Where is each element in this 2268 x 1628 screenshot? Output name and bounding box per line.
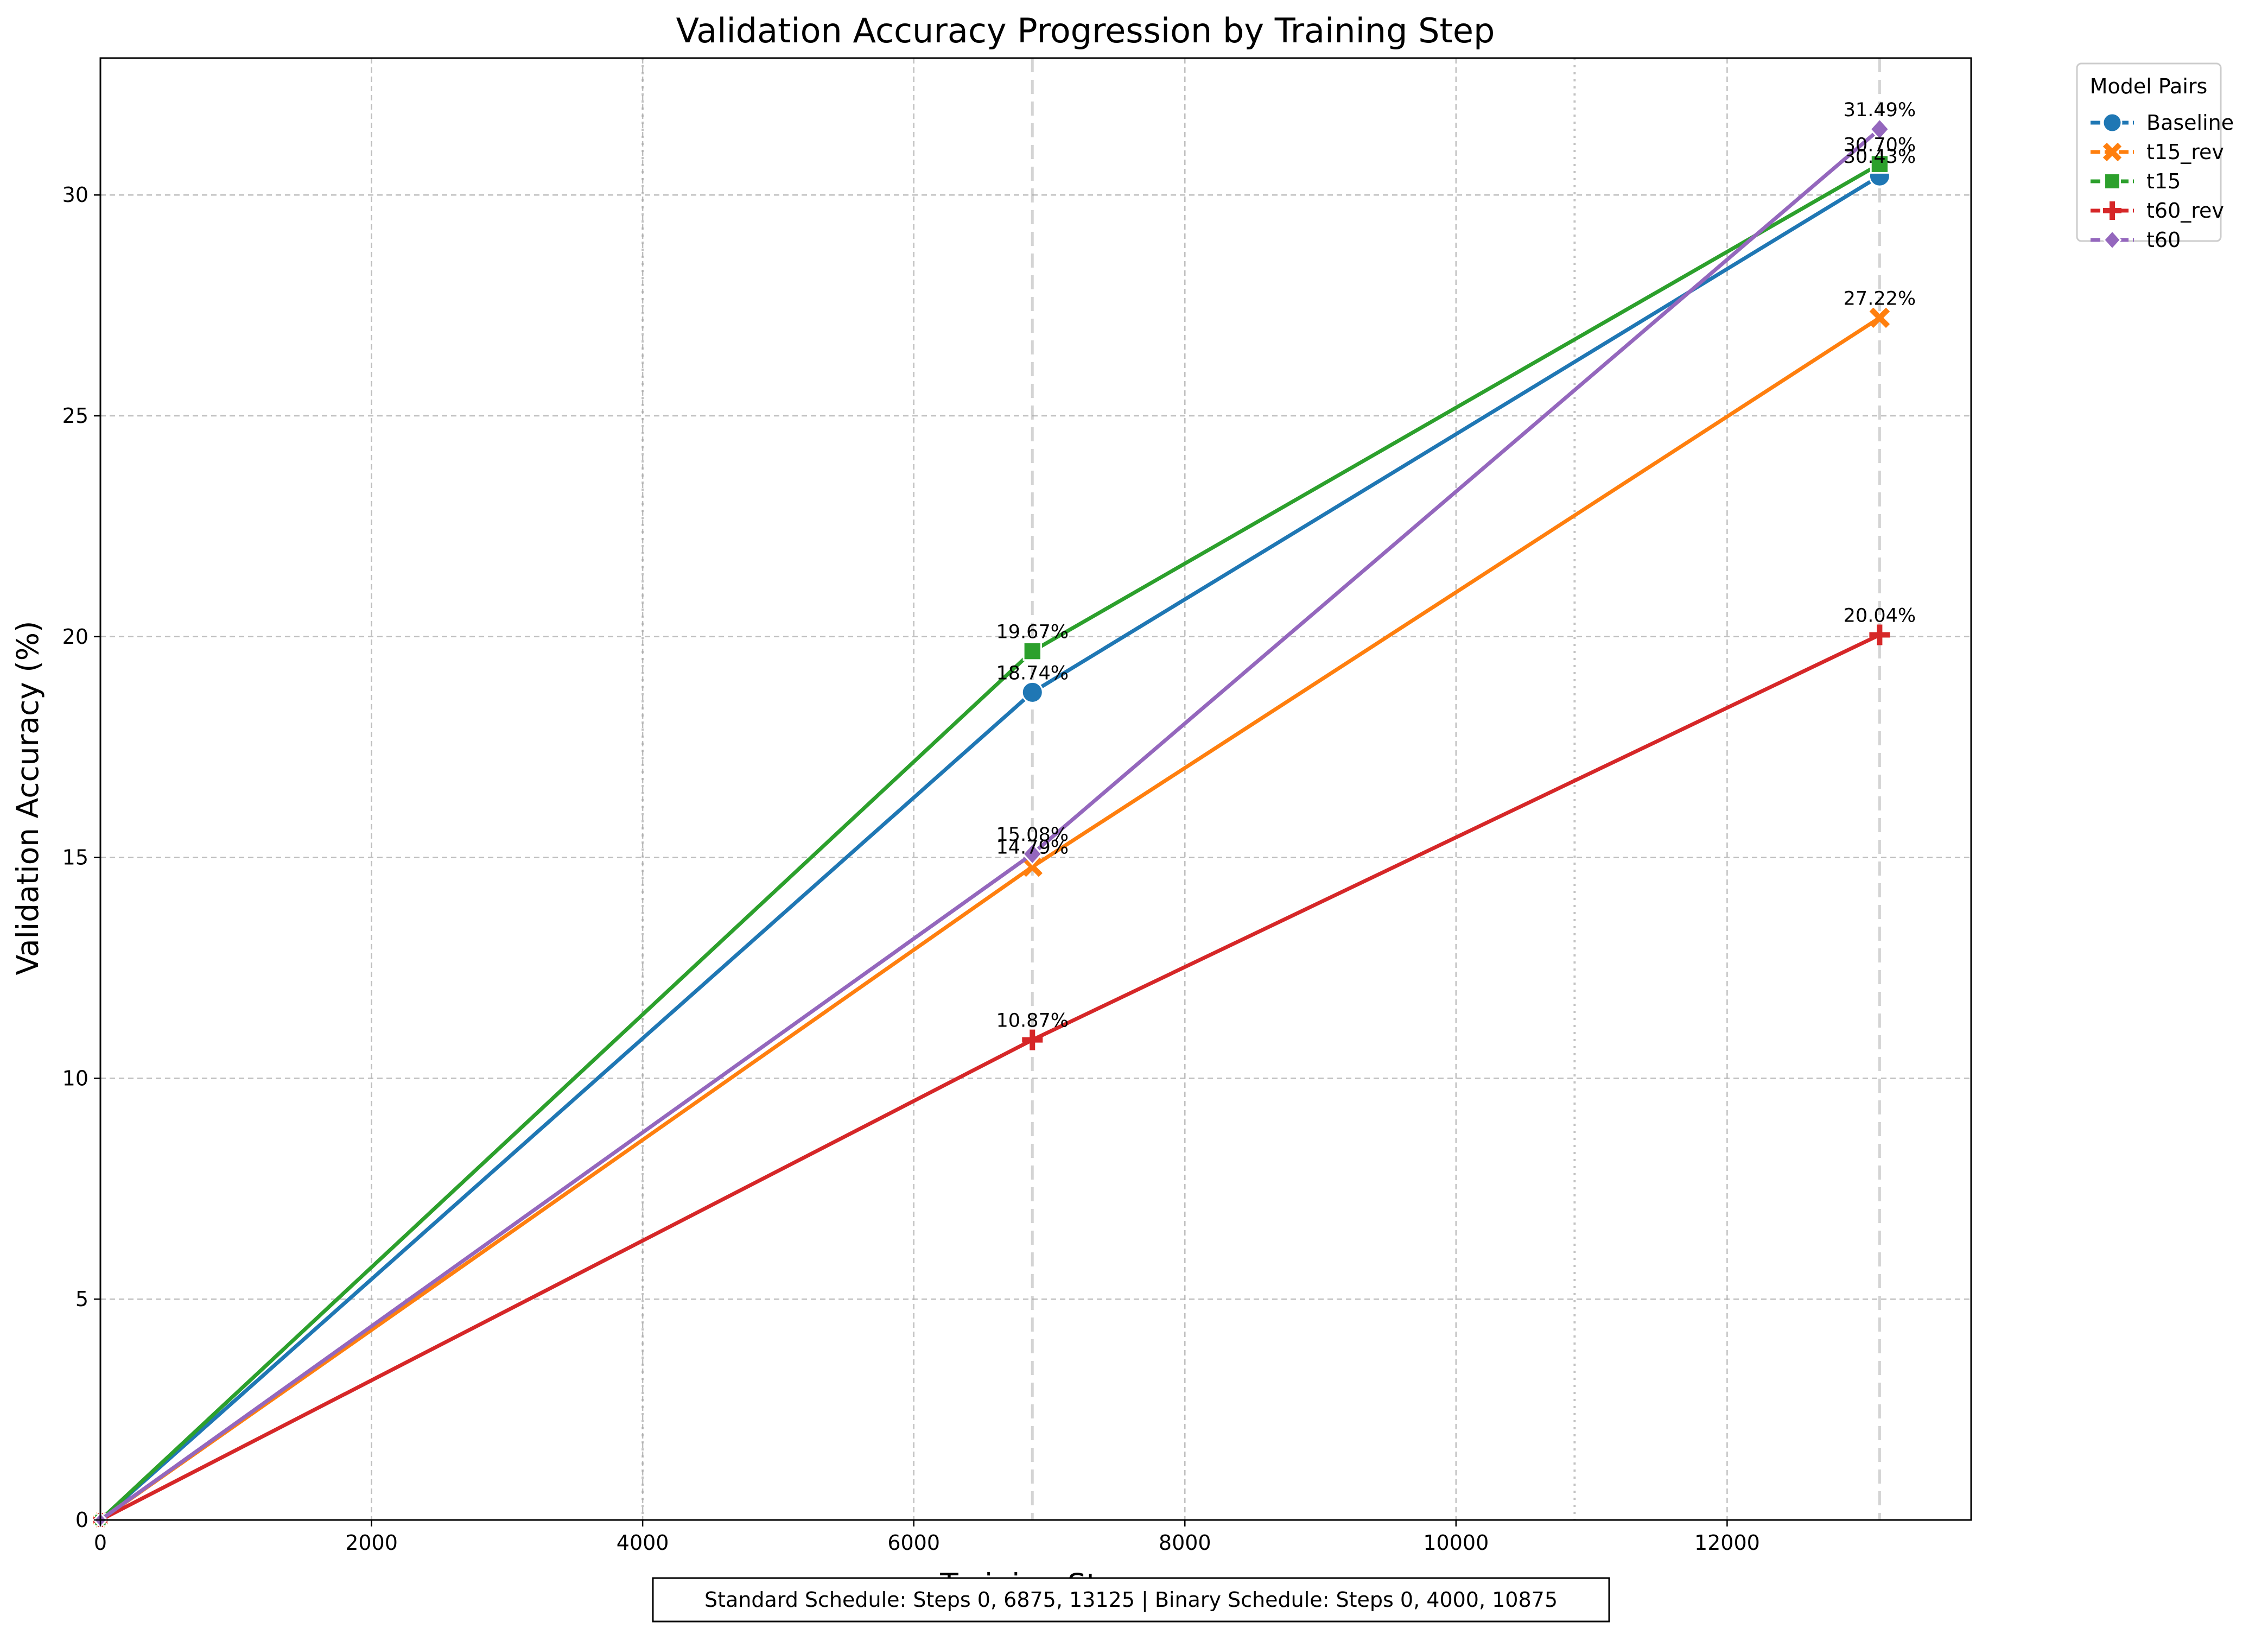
data-point: [1022, 1029, 1043, 1050]
series-layer: [92, 117, 1891, 1529]
data-point: [1869, 117, 1890, 141]
y-tick-label: 5: [75, 1287, 88, 1311]
data-label: 10.87%: [996, 1010, 1069, 1032]
legend-label: Baseline: [2146, 111, 2234, 135]
footnote-box: [652, 1577, 1610, 1623]
legend-marker: [2103, 201, 2121, 220]
legend-item: t15: [2091, 169, 2181, 193]
legend-item: Baseline: [2091, 111, 2234, 135]
data-point: [1869, 307, 1890, 328]
data-label: 18.74%: [996, 662, 1069, 684]
legend-marker: [2102, 112, 2123, 133]
data-point: [1022, 642, 1042, 661]
data-point: [1022, 856, 1043, 877]
legend-items: Baseline t15_rev t15 t60_rev t60: [2091, 111, 2234, 252]
y-tick-label: 0: [75, 1508, 88, 1532]
legend-marker: [2102, 229, 2122, 251]
legend-box: [2076, 62, 2222, 242]
legend-label: t15_rev: [2146, 140, 2224, 164]
footnote: Standard Schedule: Steps 0, 6875, 13125 …: [652, 1577, 1610, 1623]
legend-marker: [2104, 173, 2121, 190]
y-tick-label: 15: [62, 846, 88, 870]
chart-title: Validation Accuracy Progression by Train…: [676, 11, 1495, 50]
data-labels-layer: 18.74% 30.43% 14.79% 27.22% 19.67% 30.70% 10.8…: [996, 99, 1916, 1032]
x-tick-label: 2000: [345, 1531, 398, 1555]
data-label: 27.22%: [1844, 288, 1916, 309]
data-label: 20.04%: [1844, 605, 1916, 627]
legend-label: t60: [2146, 228, 2181, 252]
legend-marker: [2102, 142, 2122, 162]
data-point: [1021, 681, 1044, 704]
y-tick-label: 10: [62, 1066, 88, 1090]
data-label: 30.43%: [1844, 146, 1916, 168]
data-label: 19.67%: [996, 622, 1069, 643]
x-tick-label: 10000: [1423, 1531, 1489, 1555]
data-label: 14.79%: [996, 837, 1069, 859]
ticks-layer: 0 2000 4000 6000 8000 10000 12000 0 5 10 15 20 25 30: [62, 183, 1760, 1555]
legend-label: t60_rev: [2146, 199, 2224, 223]
legend-label: t15: [2146, 169, 2181, 193]
data-label: 30.70%: [1844, 134, 1916, 156]
data-point: [1869, 624, 1890, 645]
legend: Model Pairs Baseline t15_rev t15 t60_rev t60: [2076, 62, 2234, 252]
x-tick-label: 8000: [1159, 1531, 1211, 1555]
y-tick-label: 30: [62, 183, 88, 207]
grid-layer: [99, 58, 1971, 1521]
plot-frame: [99, 57, 1972, 1521]
data-point: [1022, 842, 1043, 866]
series-t60_rev: [93, 624, 1890, 1527]
legend-item: t60_rev: [2091, 199, 2224, 223]
x-tick-label: 6000: [887, 1531, 940, 1555]
x-tick-label: 0: [94, 1531, 107, 1555]
data-point: [1870, 154, 1890, 174]
legend-title: Model Pairs: [2090, 74, 2208, 98]
legend-item: t60: [2091, 228, 2181, 252]
data-label: 15.08%: [996, 824, 1069, 846]
legend-item: t15_rev: [2091, 140, 2224, 164]
x-tick-label: 4000: [617, 1531, 669, 1555]
y-axis-label: Validation Accuracy (%): [10, 621, 45, 975]
y-tick-label: 20: [62, 625, 88, 649]
x-tick-label: 12000: [1694, 1531, 1760, 1555]
series-t60: [93, 117, 1890, 1529]
data-label: 31.49%: [1844, 99, 1916, 121]
y-tick-label: 25: [62, 404, 88, 428]
footnote-text: Standard Schedule: Steps 0, 6875, 13125 …: [704, 1588, 1558, 1612]
schedule-lines-layer: [641, 58, 1881, 1520]
